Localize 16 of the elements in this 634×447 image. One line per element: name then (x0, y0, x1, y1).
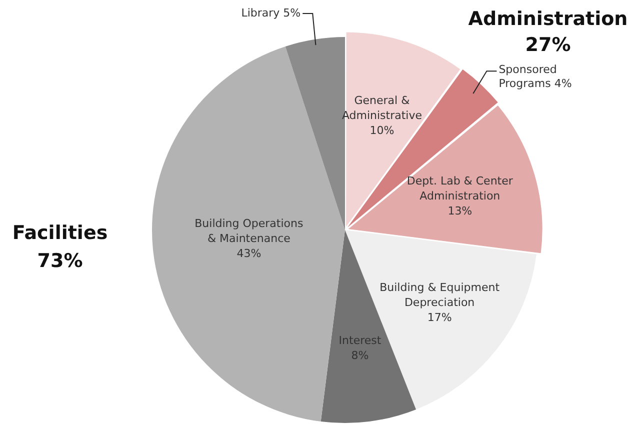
data-label: 13% (448, 204, 472, 218)
slice-label: General & Administrative (342, 94, 422, 122)
text: Administration (468, 8, 628, 30)
slice-label: Library 5% (241, 6, 301, 20)
slice-label: Building & Equipment Depreciation (380, 281, 500, 310)
data-label: 8% (351, 349, 369, 362)
data-label: 43% (236, 246, 262, 260)
text: Facilities (12, 222, 108, 244)
data-label: 10% (370, 124, 394, 138)
slice-label: Interest (338, 334, 382, 348)
text: 27% (525, 34, 571, 56)
slice-label: Building Operations & Maintenance (194, 216, 304, 245)
text: 73% (37, 250, 83, 272)
slice-label: Dept. Lab & Center Administration (406, 174, 514, 202)
slice-label: Sponsored Programs 4% (498, 62, 572, 90)
data-label: 17% (427, 311, 452, 324)
